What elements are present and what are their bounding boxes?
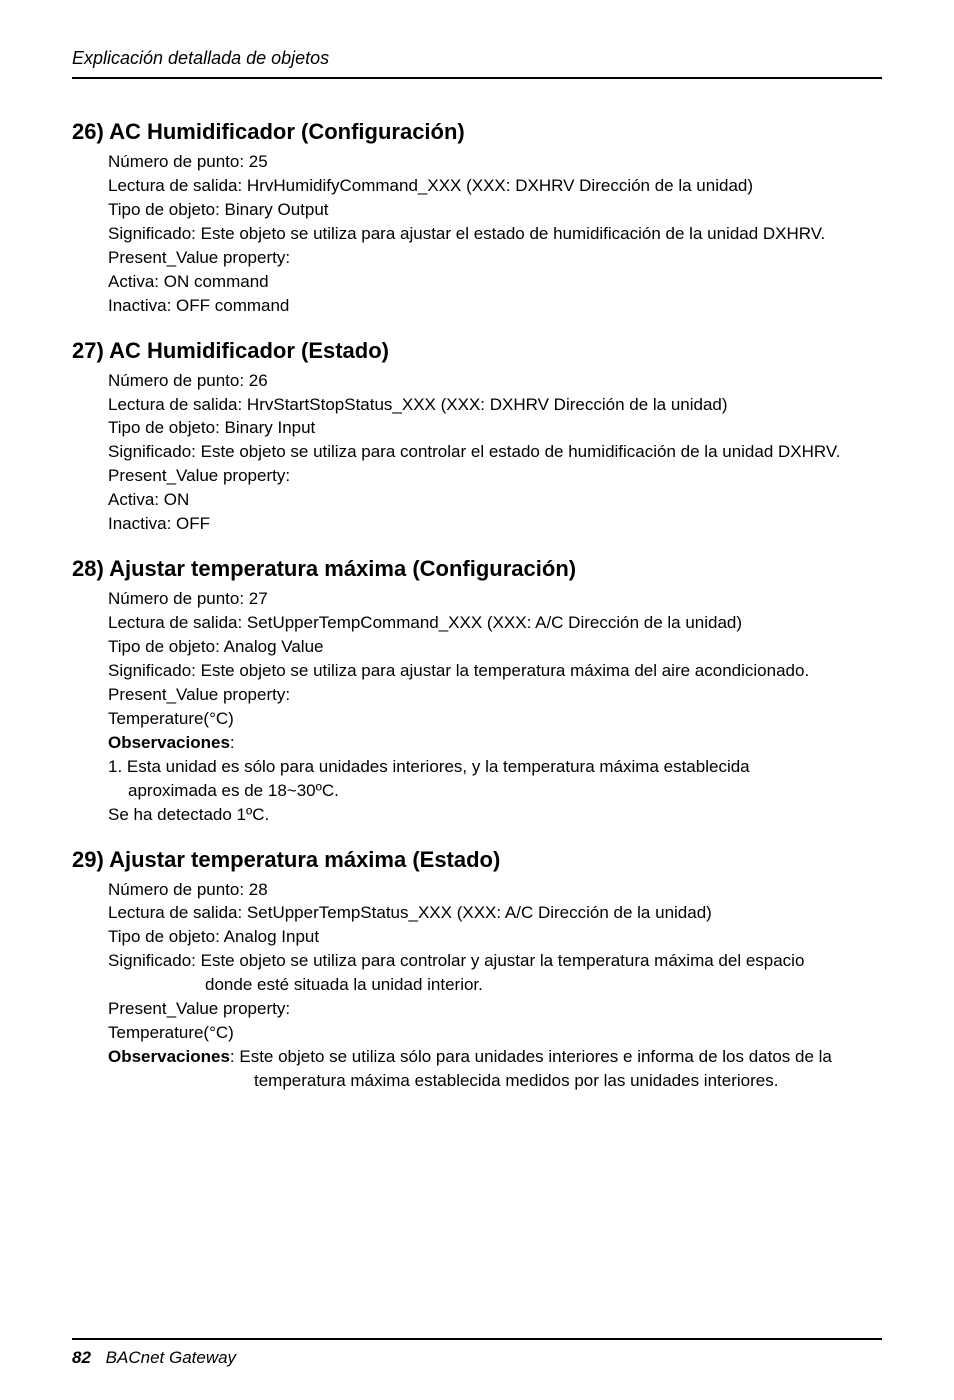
body-line: Lectura de salida: SetUpperTempStatus_XX… (108, 902, 882, 925)
obs-numbered-cont: aproximada es de 18~30ºC. (108, 780, 882, 803)
obs-label: Observaciones (108, 1047, 230, 1066)
running-header: Explicación detallada de objetos (72, 48, 882, 69)
section-heading: 27) AC Humidificador (Estado) (72, 338, 882, 364)
body-line: Activa: ON (108, 489, 882, 512)
body-line: Número de punto: 25 (108, 151, 882, 174)
body-line: Número de punto: 27 (108, 588, 882, 611)
footer-page-number: 82 (72, 1348, 91, 1367)
obs-line: Observaciones: Este objeto se utiliza só… (108, 1046, 882, 1069)
obs-label: Observaciones (108, 733, 230, 752)
obs-numbered: 1. Esta unidad es sólo para unidades int… (108, 756, 882, 779)
body-line: Tipo de objeto: Analog Value (108, 636, 882, 659)
section-body: Número de punto: 27 Lectura de salida: S… (72, 588, 882, 826)
body-line: Significado: Este objeto se utiliza para… (108, 441, 882, 464)
body-line: Significado: Este objeto se utiliza para… (108, 223, 882, 246)
body-line: Inactiva: OFF (108, 513, 882, 536)
body-line: Lectura de salida: HrvStartStopStatus_XX… (108, 394, 882, 417)
section-heading: 29) Ajustar temperatura máxima (Estado) (72, 847, 882, 873)
body-line: Tipo de objeto: Analog Input (108, 926, 882, 949)
body-line: Present_Value property: (108, 465, 882, 488)
body-line: Tipo de objeto: Binary Output (108, 199, 882, 222)
body-line: Tipo de objeto: Binary Input (108, 417, 882, 440)
section-body: Número de punto: 25 Lectura de salida: H… (72, 151, 882, 318)
body-line: Temperature(°C) (108, 1022, 882, 1045)
section-heading: 28) Ajustar temperatura máxima (Configur… (72, 556, 882, 582)
footer-rule (72, 1338, 882, 1340)
section-28: 28) Ajustar temperatura máxima (Configur… (72, 556, 882, 826)
body-line: Present_Value property: (108, 998, 882, 1021)
body-line: Lectura de salida: SetUpperTempCommand_X… (108, 612, 882, 635)
obs-inline: : Este objeto se utiliza sólo para unida… (230, 1047, 832, 1066)
body-line: Se ha detectado 1ºC. (108, 804, 882, 827)
body-line: Activa: ON command (108, 271, 882, 294)
section-29: 29) Ajustar temperatura máxima (Estado) … (72, 847, 882, 1093)
obs-line: Observaciones: (108, 732, 882, 755)
obs-colon: : (230, 733, 235, 752)
body-line: Present_Value property: (108, 247, 882, 270)
section-27: 27) AC Humidificador (Estado) Número de … (72, 338, 882, 537)
section-body: Número de punto: 28 Lectura de salida: S… (72, 879, 882, 1093)
sig-cont: donde esté situada la unidad interior. (108, 974, 882, 997)
body-line: Present_Value property: (108, 684, 882, 707)
section-heading: 26) AC Humidificador (Configuración) (72, 119, 882, 145)
section-26: 26) AC Humidificador (Configuración) Núm… (72, 119, 882, 318)
body-line: Temperature(°C) (108, 708, 882, 731)
body-line: Número de punto: 26 (108, 370, 882, 393)
body-line: Significado: Este objeto se utiliza para… (108, 950, 882, 973)
body-line: Lectura de salida: HrvHumidifyCommand_XX… (108, 175, 882, 198)
section-body: Número de punto: 26 Lectura de salida: H… (72, 370, 882, 537)
body-line: Inactiva: OFF command (108, 295, 882, 318)
body-line: Significado: Este objeto se utiliza para… (108, 660, 882, 683)
footer: 82 BACnet Gateway (72, 1348, 236, 1368)
body-line: Número de punto: 28 (108, 879, 882, 902)
footer-book-title: BACnet Gateway (106, 1348, 236, 1367)
header-rule (72, 77, 882, 79)
obs-cont: temperatura máxima establecida medidos p… (108, 1070, 882, 1093)
